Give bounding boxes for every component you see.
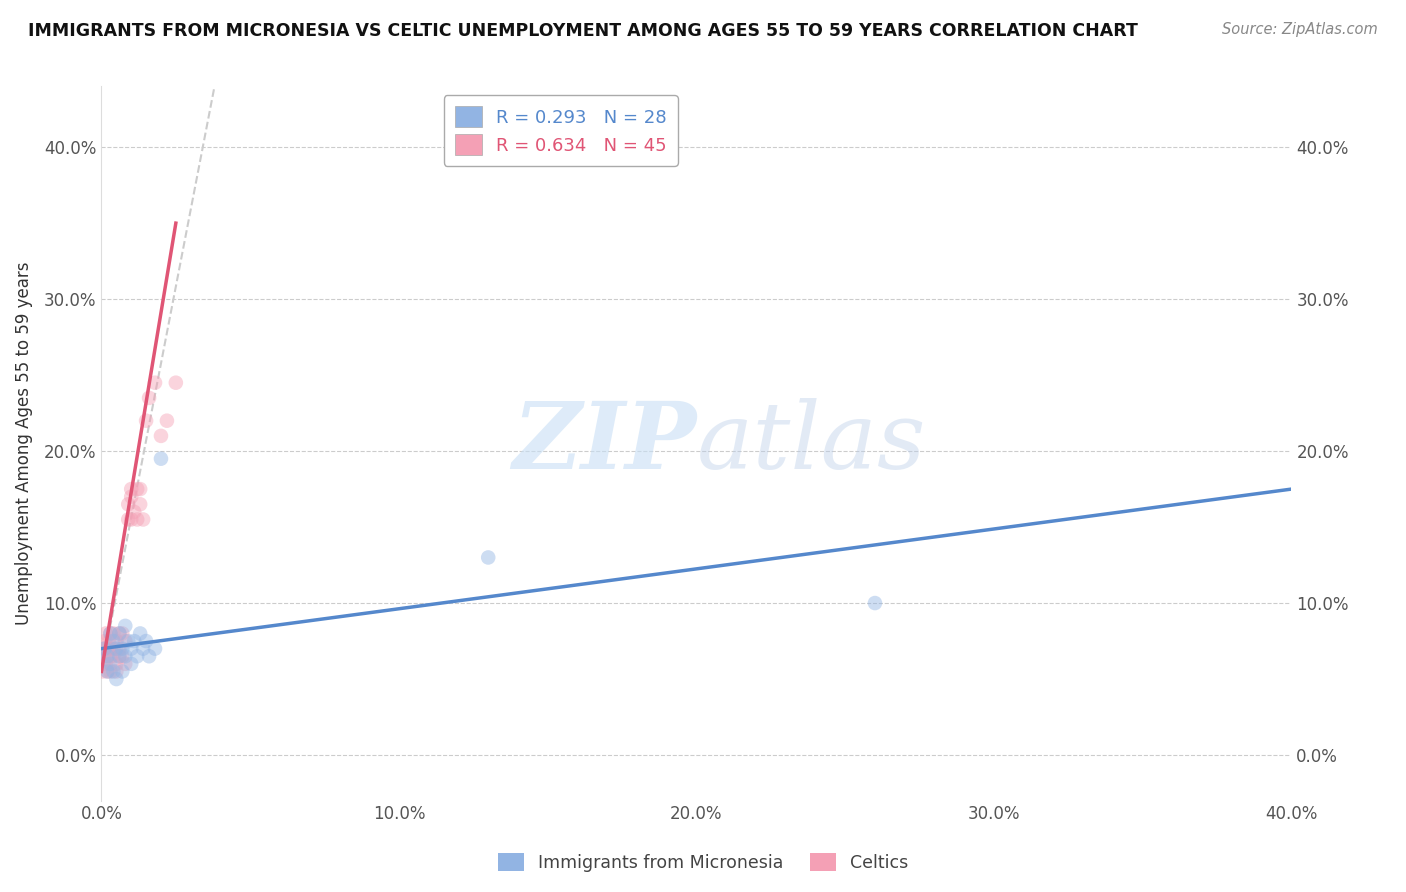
Point: [127, 649, 149, 664]
Point: [165, 376, 187, 390]
Point: [108, 626, 131, 640]
Point: [114, 634, 136, 648]
Point: [129, 497, 152, 511]
Point: [105, 634, 128, 648]
Point: [91, 665, 114, 679]
Point: [114, 657, 136, 671]
Point: [127, 482, 149, 496]
Point: [103, 641, 125, 656]
Point: [120, 512, 142, 526]
Point: [94, 626, 117, 640]
Point: [100, 665, 122, 679]
Point: [93, 657, 115, 671]
Point: [103, 649, 125, 664]
Point: [94, 657, 117, 671]
Point: [105, 657, 128, 671]
Point: [96, 649, 118, 664]
Point: [108, 626, 131, 640]
Point: [103, 634, 125, 648]
Point: [117, 497, 139, 511]
Point: [100, 626, 122, 640]
Point: [156, 414, 179, 428]
Point: [103, 626, 125, 640]
Point: [117, 512, 139, 526]
Point: [93, 641, 115, 656]
Text: IMMIGRANTS FROM MICRONESIA VS CELTIC UNEMPLOYMENT AMONG AGES 55 TO 59 YEARS CORR: IMMIGRANTS FROM MICRONESIA VS CELTIC UNE…: [28, 22, 1137, 40]
Legend: R = 0.293   N = 28, R = 0.634   N = 45: R = 0.293 N = 28, R = 0.634 N = 45: [444, 95, 678, 166]
Point: [143, 641, 166, 656]
Point: [97, 634, 120, 648]
Point: [93, 649, 115, 664]
Point: [138, 649, 160, 664]
Point: [129, 626, 152, 640]
Point: [103, 665, 125, 679]
Point: [105, 641, 128, 656]
Text: ZIP: ZIP: [512, 399, 696, 489]
Point: [127, 512, 149, 526]
Point: [114, 649, 136, 664]
Point: [108, 649, 131, 664]
Point: [149, 429, 172, 443]
Point: [96, 665, 118, 679]
Point: [143, 376, 166, 390]
Point: [122, 634, 145, 648]
Legend: Immigrants from Micronesia, Celtics: Immigrants from Micronesia, Celtics: [491, 847, 915, 879]
Point: [122, 505, 145, 519]
Point: [94, 634, 117, 648]
Point: [120, 641, 142, 656]
Point: [863, 596, 886, 610]
Point: [120, 482, 142, 496]
Point: [105, 672, 128, 686]
Point: [135, 414, 157, 428]
Point: [135, 634, 157, 648]
Y-axis label: Unemployment Among Ages 55 to 59 years: Unemployment Among Ages 55 to 59 years: [15, 261, 32, 625]
Point: [100, 649, 122, 664]
Point: [111, 665, 134, 679]
Point: [108, 649, 131, 664]
Point: [132, 641, 155, 656]
Point: [111, 649, 134, 664]
Point: [100, 641, 122, 656]
Point: [96, 649, 118, 664]
Point: [117, 634, 139, 648]
Point: [96, 641, 118, 656]
Point: [114, 619, 136, 633]
Point: [129, 482, 152, 496]
Point: [111, 641, 134, 656]
Point: [111, 626, 134, 640]
Point: [96, 665, 118, 679]
Text: atlas: atlas: [696, 399, 927, 489]
Point: [138, 391, 160, 405]
Point: [100, 626, 122, 640]
Point: [120, 657, 142, 671]
Text: Source: ZipAtlas.com: Source: ZipAtlas.com: [1222, 22, 1378, 37]
Point: [100, 657, 122, 671]
Point: [108, 641, 131, 656]
Point: [132, 512, 155, 526]
Point: [105, 665, 128, 679]
Point: [120, 490, 142, 504]
Point: [93, 641, 115, 656]
Point: [149, 451, 172, 466]
Point: [477, 550, 499, 565]
